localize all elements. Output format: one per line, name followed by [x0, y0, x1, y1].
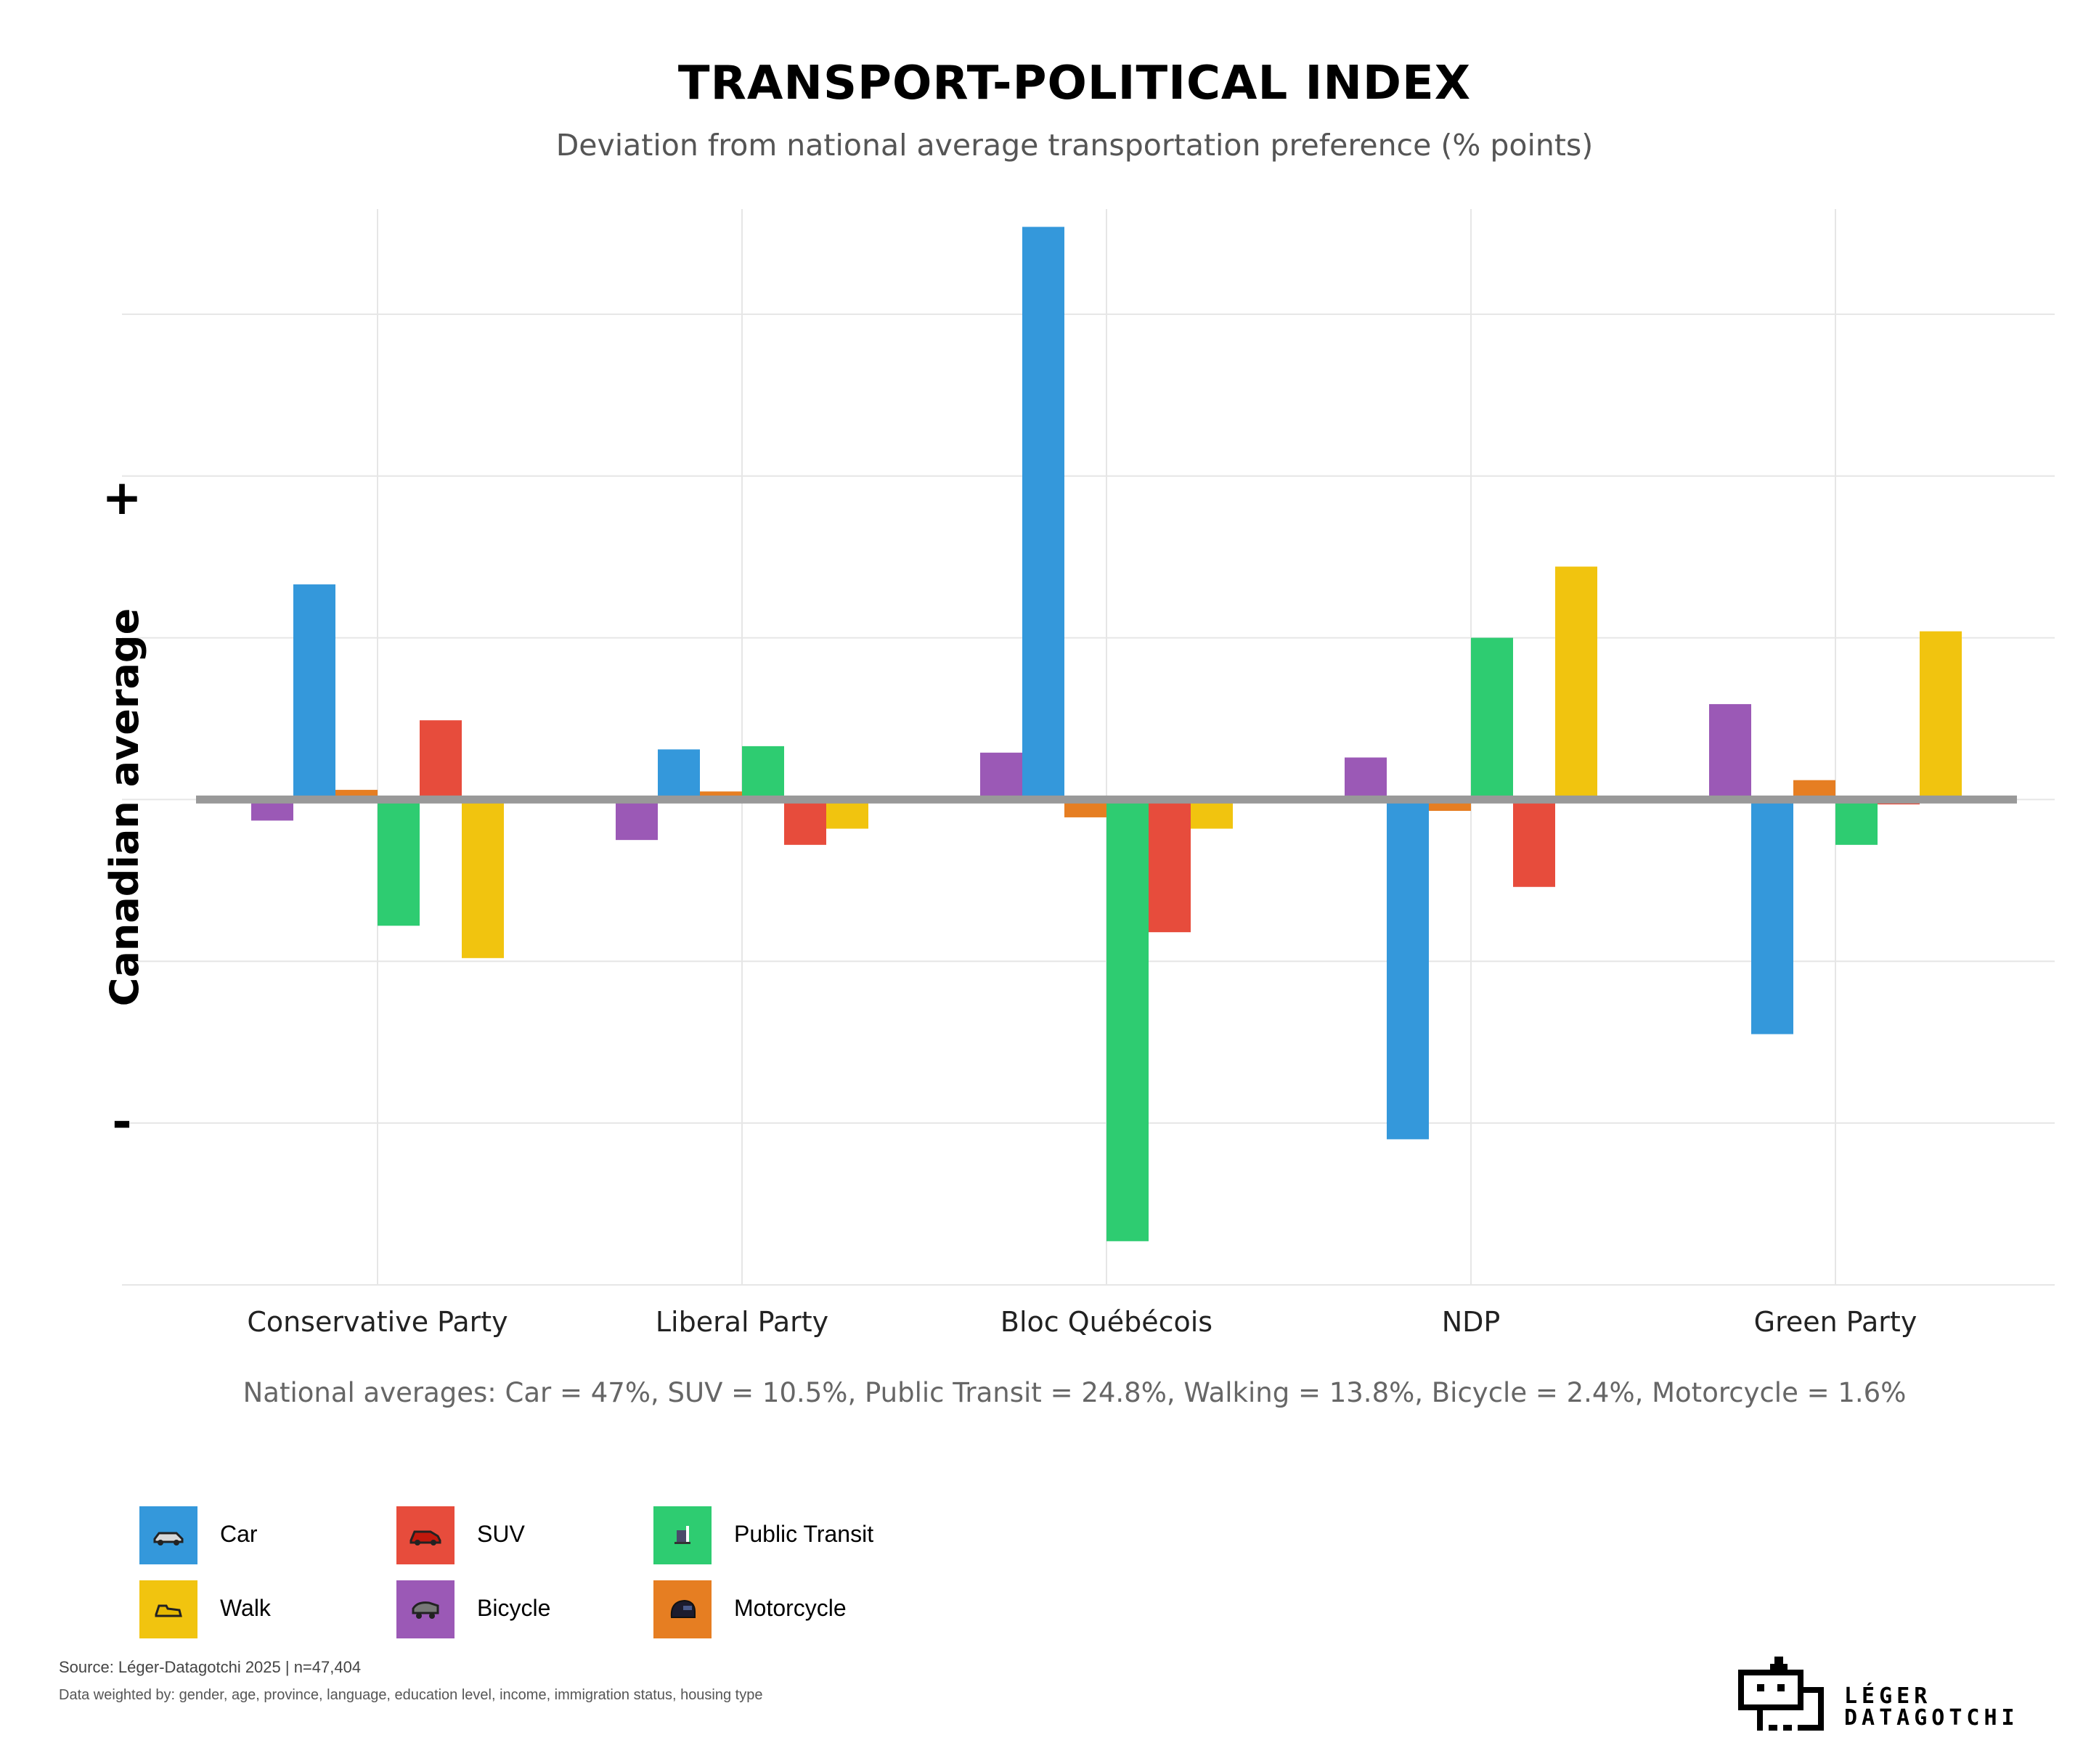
bar-car	[1387, 799, 1429, 1140]
bar-suv	[420, 720, 462, 800]
bar-car	[1022, 226, 1064, 800]
bar-public-transit	[1835, 799, 1878, 845]
logo-line-1: LÉGER	[1844, 1683, 1932, 1709]
bar-chart: Conservative Party Liberal Party Bloc Québ…	[102, 209, 2055, 1338]
bar-walk	[1920, 631, 1962, 800]
x-axis-labels: Conservative Party Liberal Party Bloc Québ…	[247, 1306, 1917, 1338]
legend-label-walk: Walk	[220, 1595, 271, 1621]
bar-walk	[1191, 799, 1233, 829]
x-tick-label: Liberal Party	[656, 1306, 828, 1338]
suv-icon	[409, 1530, 441, 1545]
bar-walk	[1555, 566, 1597, 800]
legend-label-suv: SUV	[477, 1521, 525, 1547]
bar-walk	[826, 799, 868, 829]
y-tick-minus: -	[112, 1094, 131, 1150]
weighting-note: Data weighted by: gender, age, province,…	[59, 1687, 763, 1703]
x-tick-label: NDP	[1442, 1306, 1501, 1338]
leger-datagotchi-logo: LÉGER DATAGOTCHI	[1735, 1655, 2055, 1735]
bar-bicycle	[616, 799, 658, 841]
legend-label-transit: Public Transit	[734, 1521, 874, 1547]
legend-swatch-walk	[139, 1580, 197, 1638]
helmet-icon	[670, 1599, 696, 1618]
bar-suv	[1149, 799, 1191, 933]
chart-grid	[122, 209, 2055, 1286]
bar-suv	[1513, 799, 1555, 887]
bar-public-transit	[1471, 637, 1513, 800]
legend-swatch-bicycle	[396, 1580, 455, 1638]
datagotchi-logo-icon	[1738, 1657, 1824, 1731]
bar-bicycle	[1345, 757, 1387, 800]
x-tick-label: Conservative Party	[247, 1306, 508, 1338]
bar-bicycle	[1709, 703, 1751, 800]
transit-icon	[674, 1526, 690, 1544]
bar-motorcycle	[700, 791, 742, 800]
legend-swatch-motorcycle	[653, 1580, 712, 1638]
chart-subtitle: Deviation from national average transpor…	[555, 128, 1594, 163]
legend-label-car: Car	[220, 1521, 258, 1547]
y-tick-plus: +	[102, 470, 142, 526]
bar-bicycle	[980, 752, 1022, 800]
legend-swatch-suv	[396, 1506, 455, 1564]
car-icon	[153, 1532, 184, 1545]
chart-title: TRANSPORT-POLITICAL INDEX	[677, 57, 1472, 110]
bar-public-transit	[1106, 799, 1149, 1241]
bar-suv	[784, 799, 826, 845]
bar-public-transit	[742, 746, 784, 800]
bar-public-transit	[378, 799, 420, 926]
shoe-icon	[155, 1604, 182, 1617]
bar-car	[1751, 799, 1793, 1034]
bar-walk	[462, 799, 504, 958]
x-tick-label: Green Party	[1754, 1306, 1917, 1338]
bar-car	[293, 584, 335, 800]
legend-label-bicycle: Bicycle	[477, 1595, 551, 1621]
legend-swatch-transit	[653, 1506, 712, 1564]
source-note: Source: Léger-Datagotchi 2025 | n=47,404	[59, 1658, 362, 1676]
x-tick-label: Bloc Québécois	[1000, 1306, 1212, 1338]
y-axis-label: Canadian average	[102, 608, 147, 1006]
bicycle-icon	[412, 1601, 439, 1619]
legend-swatch-car	[139, 1506, 197, 1564]
national-averages-note: National averages: Car = 47%, SUV = 10.5…	[242, 1377, 1907, 1408]
logo-wordmark: LÉGER DATAGOTCHI	[1844, 1686, 2019, 1729]
legend: Car SUV Public Transit Walk Bicycle Moto…	[139, 1506, 1083, 1651]
bar-car	[658, 749, 700, 800]
logo-line-2: DATAGOTCHI	[1844, 1705, 2019, 1731]
legend-label-motorcycle: Motorcycle	[734, 1595, 847, 1621]
